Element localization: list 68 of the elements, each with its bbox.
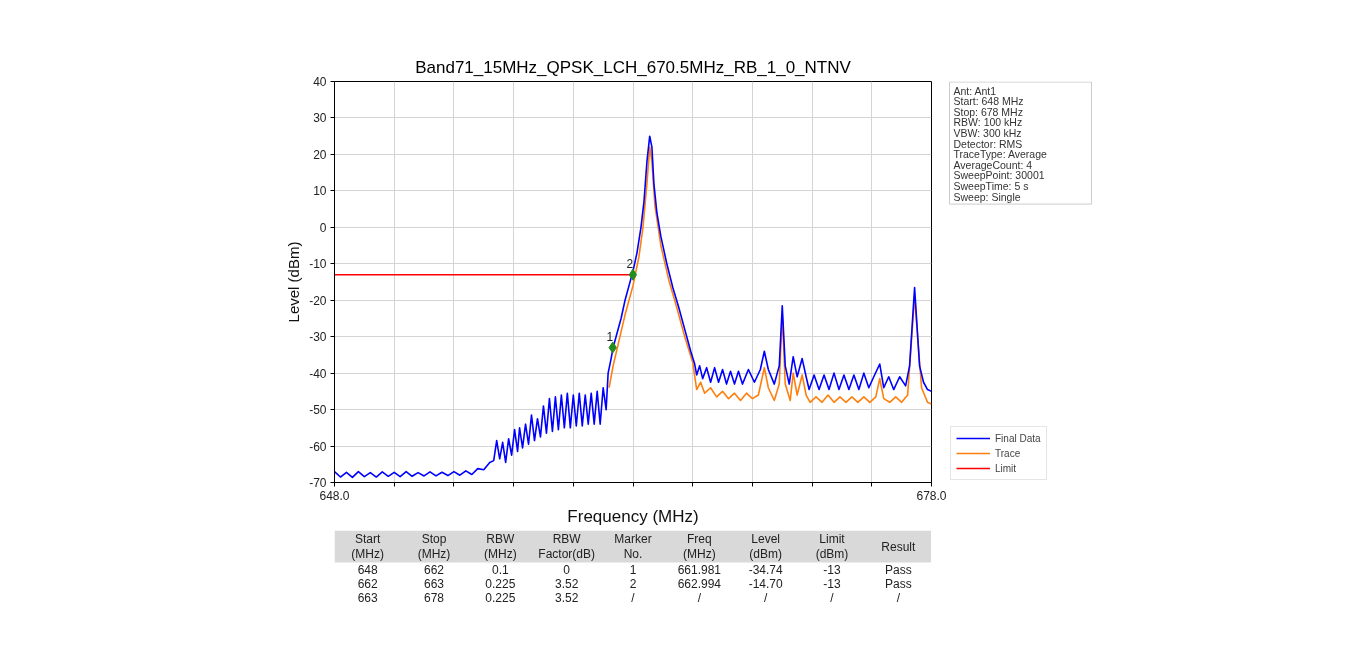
legend-label: Final Data xyxy=(995,432,1041,444)
x-tick-label: 648.0 xyxy=(319,488,350,503)
line-series xyxy=(334,135,932,479)
text: 662.994 xyxy=(677,577,722,592)
text: Pass xyxy=(884,562,912,577)
annotation: 2 xyxy=(626,256,634,271)
category-label: Freq (MHz) xyxy=(683,532,716,561)
text: / xyxy=(830,590,835,605)
text: 0.225 xyxy=(485,591,516,606)
legend-label: Limit xyxy=(995,462,1017,474)
category-label: RBW Factor(dB) xyxy=(538,532,596,561)
text: -13 xyxy=(823,563,841,578)
text: 3.52 xyxy=(554,591,579,606)
text: Pass xyxy=(884,576,912,591)
line-series xyxy=(608,146,932,405)
text: -34.74 xyxy=(748,563,784,578)
text: 662 xyxy=(423,563,445,578)
y-tick-label: 40 xyxy=(313,75,327,89)
text: / xyxy=(631,590,636,605)
text: 2 xyxy=(629,577,637,592)
text: 661.981 xyxy=(677,563,722,578)
y-tick-label: 0 xyxy=(319,220,327,235)
category-label: Limit (dBm) xyxy=(815,532,849,561)
y-tick-label: 20 xyxy=(313,147,327,162)
text: 0.225 xyxy=(485,577,516,592)
text: 1 xyxy=(629,563,637,578)
legend-label: Trace xyxy=(995,447,1021,459)
text: Ant: Ant1 xyxy=(953,84,997,97)
text: Stop: 678 MHz xyxy=(953,105,1023,118)
y-tick-label: -60 xyxy=(309,439,327,454)
text: / xyxy=(896,590,901,605)
category-label: Result xyxy=(881,539,917,554)
category-label: RBW (MHz) xyxy=(484,532,517,561)
text: VBW: 300 kHz xyxy=(953,126,1022,139)
category-label: Level (dBm) xyxy=(749,532,783,561)
y-tick-label: -20 xyxy=(309,293,327,308)
text: -14.70 xyxy=(748,577,784,592)
text: / xyxy=(697,590,702,605)
y-tick-label: -70 xyxy=(309,476,327,490)
category-label: Marker No. xyxy=(614,532,652,561)
text: 0 xyxy=(563,563,571,578)
x-tick-label: 678.0 xyxy=(916,488,947,503)
text: -13 xyxy=(823,577,841,592)
text: Start: 648 MHz xyxy=(953,95,1024,108)
y-tick-label: 30 xyxy=(313,111,327,126)
chart-title: Band71_15MHz_QPSK_LCH_670.5MHz_RB_1_0_NTNV xyxy=(415,57,852,77)
category-label: Stop (MHz) xyxy=(417,532,451,561)
y-tick-label: -50 xyxy=(309,403,327,418)
annotation: 1 xyxy=(606,329,614,344)
text: 3.52 xyxy=(554,577,579,592)
y-axis-title: Level (dBm) xyxy=(285,241,303,323)
text: 648 xyxy=(357,563,378,578)
category-label: Start (MHz) xyxy=(351,532,384,561)
x-axis-title: Frequency (MHz) xyxy=(567,506,699,526)
y-tick-label: 10 xyxy=(313,184,327,199)
text: SweepPoint: 30001 xyxy=(953,169,1045,182)
text: RBW: 100 kHz xyxy=(953,116,1023,129)
text: Detector: RMS xyxy=(953,137,1023,150)
text: 0.1 xyxy=(491,563,509,578)
y-tick-label: -30 xyxy=(309,330,327,345)
text: 663 xyxy=(357,591,378,606)
text: TraceType: Average xyxy=(953,148,1048,161)
y-tick-label: -40 xyxy=(309,366,327,381)
text: 662 xyxy=(357,577,378,592)
text: 678 xyxy=(423,591,445,606)
text: 663 xyxy=(423,577,445,592)
y-tick-label: -10 xyxy=(309,257,327,272)
text: / xyxy=(764,590,768,605)
